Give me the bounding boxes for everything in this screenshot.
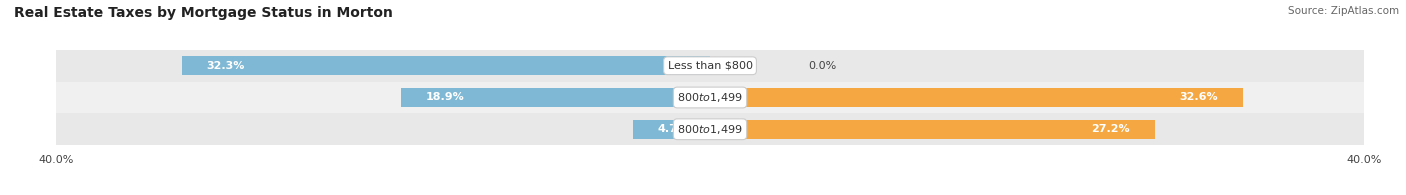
Bar xyxy=(56,50,1364,82)
Bar xyxy=(401,88,710,107)
Bar xyxy=(56,113,1364,145)
Text: 0.0%: 0.0% xyxy=(808,61,837,71)
Text: 4.7%: 4.7% xyxy=(658,124,689,134)
Text: 27.2%: 27.2% xyxy=(1091,124,1130,134)
Bar xyxy=(710,120,1154,139)
Text: Source: ZipAtlas.com: Source: ZipAtlas.com xyxy=(1288,6,1399,16)
Text: 32.6%: 32.6% xyxy=(1180,92,1219,103)
Text: Less than $800: Less than $800 xyxy=(668,61,752,71)
Bar xyxy=(710,88,1243,107)
Text: $800 to $1,499: $800 to $1,499 xyxy=(678,91,742,104)
Text: 32.3%: 32.3% xyxy=(207,61,245,71)
Text: Real Estate Taxes by Mortgage Status in Morton: Real Estate Taxes by Mortgage Status in … xyxy=(14,6,392,20)
Text: $800 to $1,499: $800 to $1,499 xyxy=(678,123,742,136)
Text: 18.9%: 18.9% xyxy=(426,92,464,103)
Bar xyxy=(183,56,710,75)
Bar xyxy=(633,120,710,139)
Bar xyxy=(56,82,1364,113)
